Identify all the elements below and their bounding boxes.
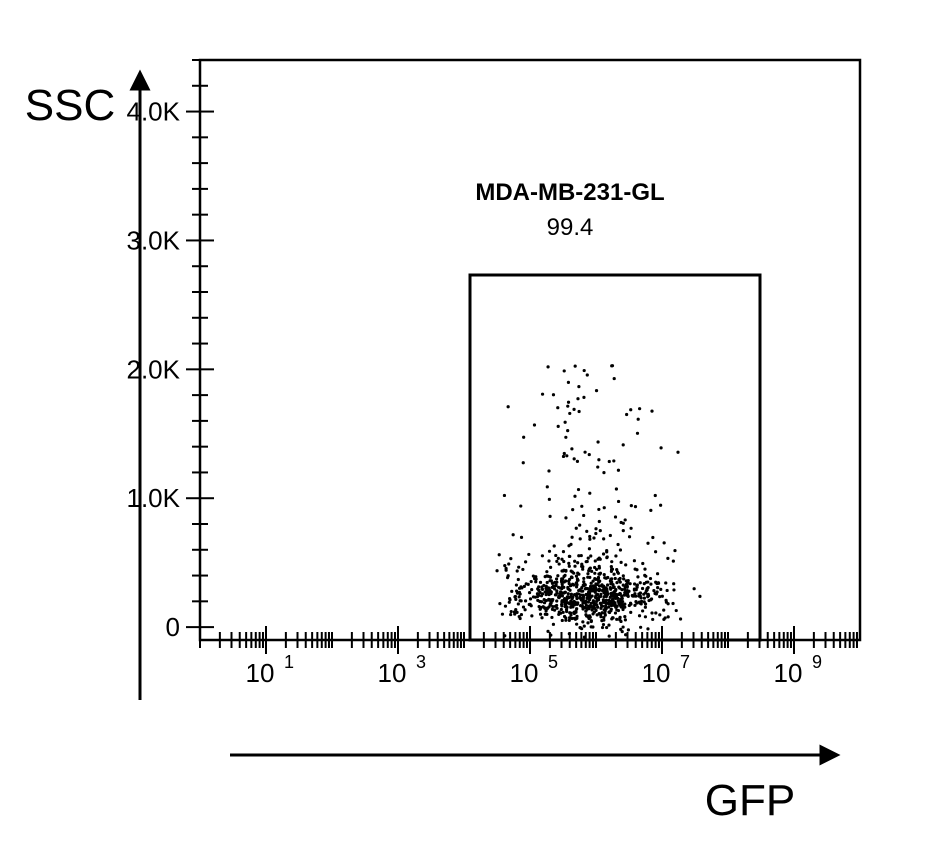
svg-text:10: 10 [510, 658, 539, 688]
svg-text:10: 10 [642, 658, 671, 688]
y-tick-label: 0 [166, 612, 180, 642]
y-axis-label: SSC [25, 81, 115, 130]
y-tick-label: 4.0K [127, 97, 181, 127]
svg-text:10: 10 [378, 658, 407, 688]
x-axis-label: GFP [705, 776, 795, 825]
svg-text:1: 1 [284, 652, 294, 672]
y-tick-label: 1.0K [127, 483, 181, 513]
y-tick-label: 3.0K [127, 225, 181, 255]
facs-scatter-figure: 0 1.0K 2.0K 3.0K 4.0K 10 1 10 3 10 5 10 7 10 9 MDA-MB-2… [0, 0, 928, 861]
svg-text:7: 7 [680, 652, 690, 672]
svg-text:10: 10 [246, 658, 275, 688]
svg-text:10: 10 [774, 658, 803, 688]
y-tick-label: 2.0K [127, 354, 181, 384]
gate-value: 99.4 [547, 214, 594, 241]
gate-label: MDA-MB-231-GL [475, 179, 664, 206]
svg-text:9: 9 [812, 652, 822, 672]
svg-text:5: 5 [548, 652, 558, 672]
chart-svg: 0 1.0K 2.0K 3.0K 4.0K 10 1 10 3 10 5 10 7 10 9 MDA-MB-2… [0, 0, 928, 861]
svg-text:3: 3 [416, 652, 426, 672]
